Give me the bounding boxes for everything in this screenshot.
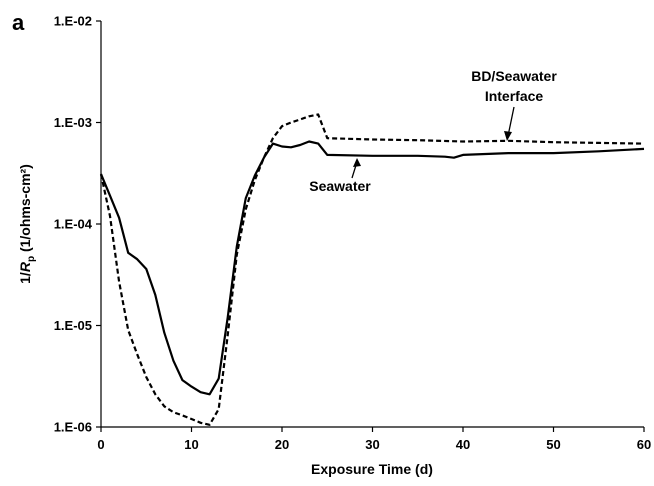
annotation-arrowhead-seawater [353,158,361,167]
x-axis-label: Exposure Time (d) [311,461,433,477]
y-axis-label-var: R [17,261,33,272]
x-tick-label: 50 [546,437,560,452]
series-line-bd-seawater-interface [99,113,645,426]
y-tick-label: 1.E-03 [54,115,92,130]
annotation-bd-seawater-interface-line: BD/Seawater [471,68,557,84]
x-tick-label: 30 [365,437,379,452]
plot-area [100,21,644,428]
annotation-seawater: Seawater [309,178,371,194]
y-tick-label: 1.E-02 [54,14,92,29]
y-tick-label: 1.E-06 [54,420,92,435]
x-tick-label: 60 [637,437,651,452]
x-tick-label: 10 [184,437,198,452]
annotation-bd-seawater-interface-line: Interface [485,88,544,104]
y-axis-label-tail: (1/ohms-cm²) [17,164,33,256]
x-tick-label: 20 [275,437,289,452]
panel-label: a [12,10,25,35]
y-axis-label-main: 1/ [17,272,33,284]
series-line-seawater [99,140,645,396]
y-axis-label-sub: p [26,256,37,262]
y-axis-label: 1/Rp (1/ohms-cm²) [17,164,37,284]
annotation-arrow-bd-seawater-interface [507,106,515,137]
y-tick-label: 1.E-04 [54,217,93,232]
annotation-arrowhead-bd-seawater-interface [504,131,512,141]
x-tick-label: 40 [456,437,470,452]
x-tick-label: 0 [97,437,104,452]
y-tick-label: 1.E-05 [54,318,92,333]
